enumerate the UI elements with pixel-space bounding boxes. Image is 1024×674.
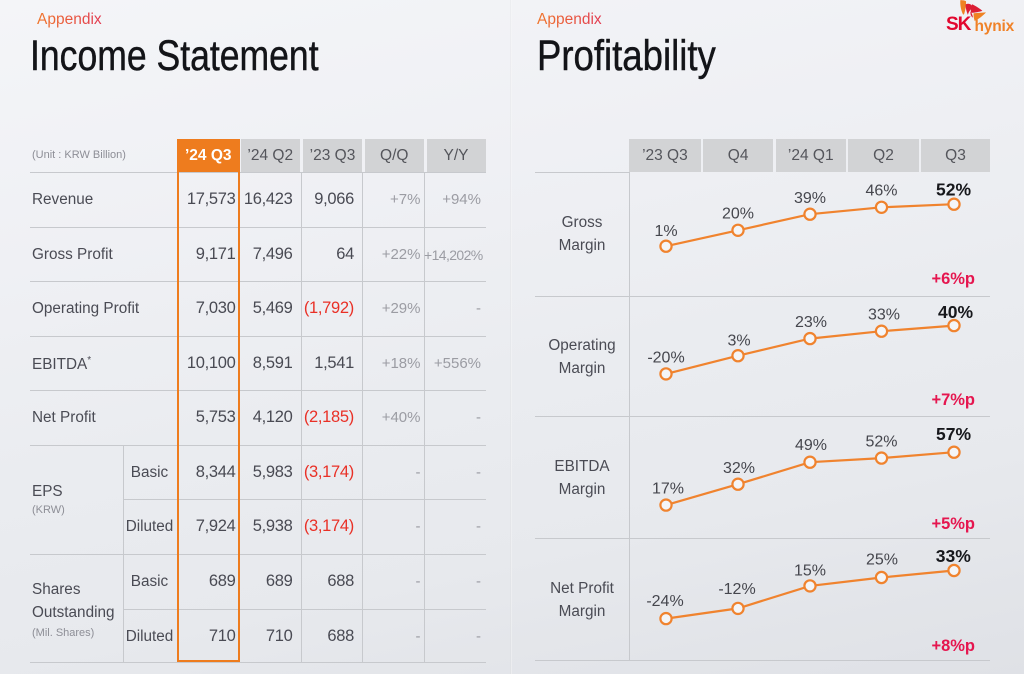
svg-text:-20%: -20% bbox=[647, 349, 684, 366]
svg-text:33%: 33% bbox=[936, 546, 971, 566]
svg-text:23%: 23% bbox=[795, 314, 827, 331]
svg-text:52%: 52% bbox=[936, 179, 971, 199]
svg-text:3%: 3% bbox=[727, 333, 750, 350]
svg-text:39%: 39% bbox=[794, 190, 826, 207]
svg-text:-24%: -24% bbox=[646, 593, 683, 610]
svg-text:25%: 25% bbox=[866, 552, 898, 569]
svg-text:32%: 32% bbox=[723, 460, 755, 477]
svg-text:46%: 46% bbox=[865, 183, 897, 200]
svg-text:-12%: -12% bbox=[718, 581, 755, 598]
svg-text:20%: 20% bbox=[722, 205, 754, 222]
svg-text:40%: 40% bbox=[938, 302, 973, 322]
svg-text:15%: 15% bbox=[794, 563, 826, 580]
svg-text:33%: 33% bbox=[868, 307, 900, 324]
svg-text:52%: 52% bbox=[865, 433, 897, 450]
svg-text:49%: 49% bbox=[795, 437, 827, 454]
svg-text:57%: 57% bbox=[936, 424, 971, 444]
svg-text:1%: 1% bbox=[654, 223, 677, 240]
svg-text:17%: 17% bbox=[652, 480, 684, 497]
